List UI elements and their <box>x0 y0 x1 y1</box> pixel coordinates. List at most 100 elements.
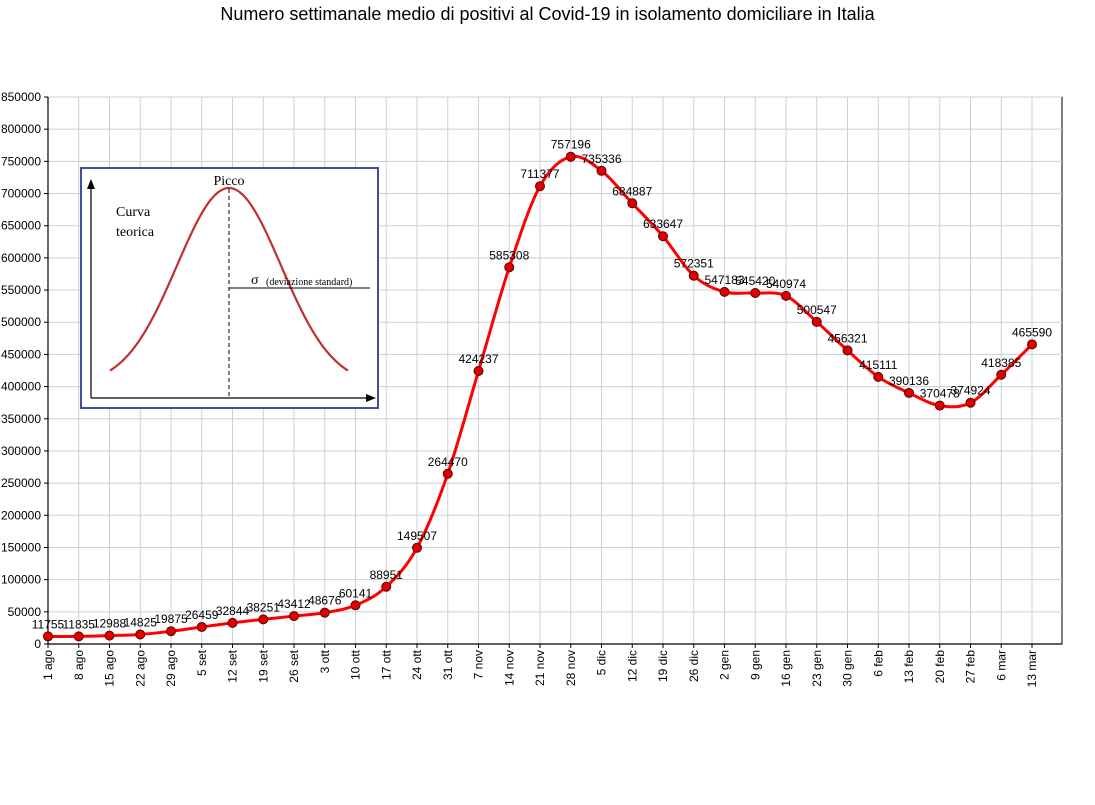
data-point <box>43 631 53 642</box>
y-tick-label: 50000 <box>8 605 42 619</box>
x-tick-label: 6 feb <box>871 650 885 677</box>
data-label: 424237 <box>458 352 498 366</box>
x-tick-label: 13 feb <box>902 650 916 684</box>
x-tick-label: 5 dic <box>595 650 609 675</box>
x-tick-label: 23 gen <box>810 650 824 687</box>
data-point <box>73 631 84 642</box>
data-markers <box>43 151 1037 642</box>
x-tick-label: 2 gen <box>718 650 732 680</box>
inset-sigma-label: (deviazione standard) <box>266 277 352 288</box>
series-line <box>47 154 1034 638</box>
inset-y-arrow <box>87 179 95 189</box>
data-point <box>750 288 761 299</box>
x-tick-label: 7 nov <box>472 650 486 679</box>
data-label: 572351 <box>674 257 714 271</box>
y-tick-label: 600000 <box>1 251 41 265</box>
data-label: 370478 <box>920 387 960 401</box>
data-point <box>319 607 330 618</box>
data-point <box>781 290 791 301</box>
x-tick-label: 24 ott <box>410 649 424 680</box>
x-tick-label: 22 ago <box>133 650 147 687</box>
data-point <box>873 371 884 382</box>
data-labels: 1175511835129881482519875264593284438251… <box>32 138 1053 632</box>
y-tick-label: 400000 <box>1 380 41 394</box>
x-tick-label: 19 dic <box>656 650 670 682</box>
data-point <box>442 468 453 479</box>
data-point <box>1027 339 1037 350</box>
data-point <box>688 270 699 281</box>
data-label: 545420 <box>735 274 775 288</box>
data-point <box>719 286 730 297</box>
data-label: 456321 <box>827 331 867 345</box>
y-tick-label: 650000 <box>1 219 41 233</box>
x-tick-label: 26 dic <box>687 650 701 682</box>
data-point <box>166 626 176 637</box>
y-tick-label: 250000 <box>1 476 41 490</box>
inset-bell-curve <box>109 186 349 372</box>
data-point <box>289 611 299 622</box>
x-tick-label: 6 mar <box>994 650 1008 681</box>
y-axis-ticks: 0 50000 100000 150000 200000 250000 300000 3500… <box>1 90 48 651</box>
inset-curve-label-1: Curva <box>116 205 151 220</box>
y-tick-label: 0 <box>34 637 41 651</box>
data-label: 11835 <box>63 617 96 631</box>
y-tick-label: 850000 <box>1 90 41 104</box>
data-point <box>381 581 392 592</box>
inset-theoretical-curve: Picco Curva teorica σ (deviazione standa… <box>80 167 379 409</box>
x-tick-label: 27 feb <box>964 650 978 684</box>
data-label: 48676 <box>308 594 342 608</box>
data-label: 88951 <box>370 568 404 582</box>
x-tick-label: 19 set <box>256 649 270 682</box>
data-label: 19875 <box>154 612 188 626</box>
x-tick-label: 30 gen <box>841 650 855 687</box>
x-tick-label: 31 ott <box>441 649 455 680</box>
y-tick-label: 450000 <box>1 347 41 361</box>
data-label: 633647 <box>643 217 683 231</box>
data-point <box>658 231 668 242</box>
data-label: 585308 <box>489 248 529 262</box>
data-point <box>627 198 638 209</box>
x-tick-label: 15 ago <box>103 650 117 687</box>
data-point <box>596 165 607 176</box>
x-tick-label: 9 gen <box>748 650 762 680</box>
x-tick-label: 8 ago <box>72 650 86 680</box>
x-tick-label: 3 ott <box>318 649 332 673</box>
data-point <box>196 621 207 632</box>
data-label: 540974 <box>766 277 806 291</box>
data-point <box>258 614 269 625</box>
data-label: 14825 <box>124 615 158 629</box>
data-label: 43412 <box>277 597 311 611</box>
data-label: 757196 <box>551 138 591 152</box>
x-tick-label: 16 gen <box>779 650 793 687</box>
y-tick-label: 150000 <box>1 540 41 554</box>
x-tick-label: 1 ago <box>41 650 55 680</box>
x-tick-label: 10 ott <box>349 649 363 680</box>
inset-sigma-symbol: σ <box>251 273 259 288</box>
data-label: 60141 <box>339 586 373 600</box>
data-label: 264470 <box>428 455 468 469</box>
x-tick-label: 21 nov <box>533 650 547 686</box>
data-label: 26459 <box>185 608 219 622</box>
data-label: 374924 <box>950 384 990 398</box>
data-point <box>904 387 914 398</box>
data-point <box>135 629 146 640</box>
chart-title: Numero settimanale medio di positivi al … <box>220 4 875 24</box>
data-label: 465590 <box>1012 325 1052 339</box>
x-axis-ticks: 1 ago 8 ago 15 ago 22 ago 29 ago 5 set 12 set 1… <box>41 644 1039 687</box>
x-tick-label: 5 set <box>195 649 209 676</box>
data-label: 390136 <box>889 374 929 388</box>
y-tick-label: 100000 <box>1 573 41 587</box>
y-tick-label: 500000 <box>1 315 41 329</box>
data-point <box>104 630 115 641</box>
data-label: 12988 <box>93 617 127 631</box>
y-tick-label: 750000 <box>1 154 41 168</box>
data-label: 149507 <box>397 529 437 543</box>
data-point <box>504 262 515 273</box>
data-point <box>934 400 945 411</box>
inset-peak-label: Picco <box>213 174 244 189</box>
data-label: 547183 <box>704 273 744 287</box>
y-tick-label: 350000 <box>1 412 41 426</box>
x-tick-label: 28 nov <box>564 650 578 686</box>
data-label: 32844 <box>216 604 250 618</box>
